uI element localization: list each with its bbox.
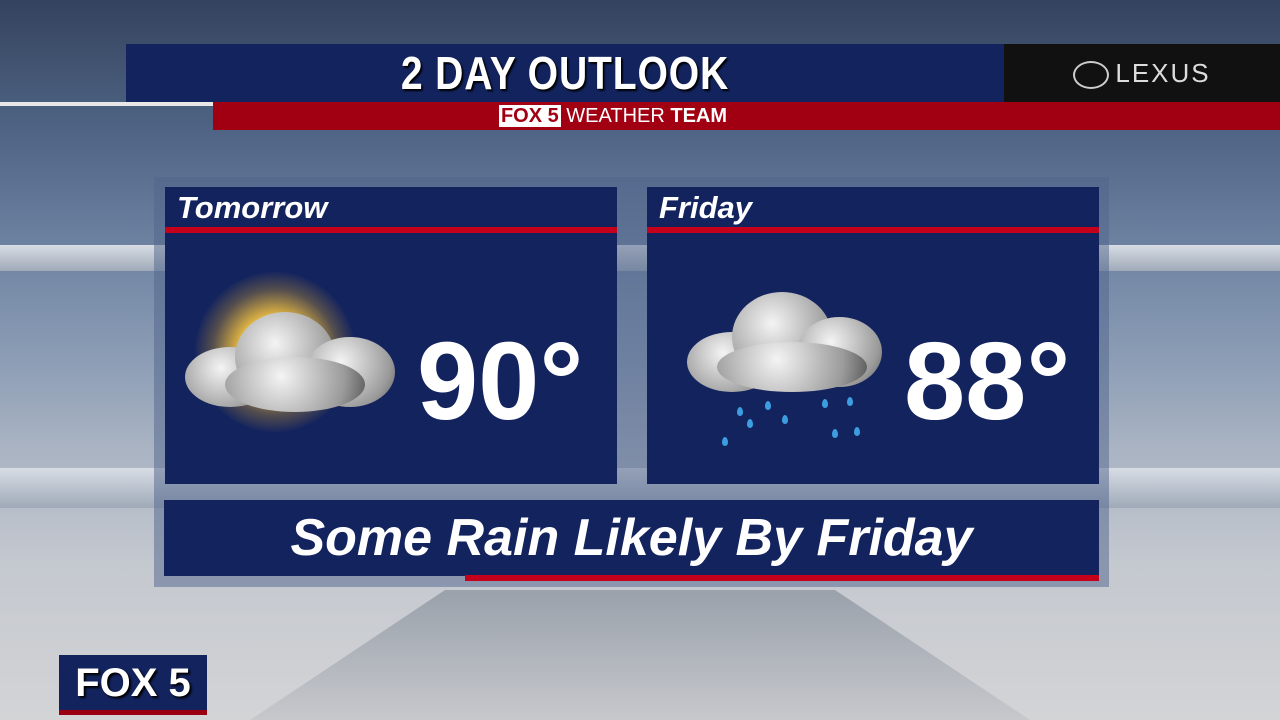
station-logo: FOX 5 — [59, 655, 207, 715]
temperature: 88° — [904, 320, 1071, 443]
weather-team-label: FOX 5 WEATHER TEAM — [213, 102, 1013, 130]
forecast-panel-tomorrow: Tomorrow 90° — [165, 187, 617, 484]
lexus-logo-icon — [1073, 61, 1110, 90]
partly-cloudy-sun-icon — [185, 302, 395, 412]
team-bold: TEAM — [670, 105, 728, 127]
subheader-bar — [213, 102, 1280, 130]
temperature: 90° — [417, 320, 584, 443]
header-bar — [126, 44, 1004, 102]
divider — [0, 102, 213, 106]
forecast-headline: Some Rain Likely By Friday — [164, 500, 1099, 576]
sponsor-logo: LEXUS — [1004, 44, 1280, 102]
divider — [165, 227, 617, 233]
day-label: Friday — [659, 190, 753, 225]
page-title: 2 DAY OUTLOOK — [400, 47, 730, 99]
team-label: WEATHER — [566, 105, 665, 127]
background-floor — [250, 590, 1030, 720]
sponsor-name: LEXUS — [1115, 58, 1211, 88]
rain-cloud-icon — [687, 287, 887, 397]
divider — [465, 575, 1099, 581]
divider — [647, 227, 1099, 233]
team-brand: FOX 5 — [498, 105, 561, 127]
day-label: Tomorrow — [177, 190, 328, 225]
forecast-panel-friday: Friday 88° — [647, 187, 1099, 484]
